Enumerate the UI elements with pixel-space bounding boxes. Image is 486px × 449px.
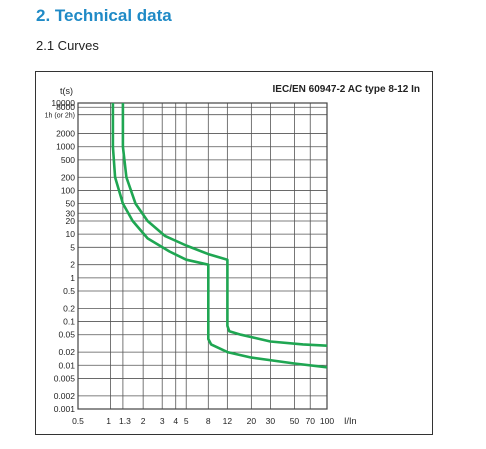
trip-curve-series [111, 103, 328, 369]
y-axis-label: t(s) [60, 86, 73, 96]
y-tick-label: 50 [66, 199, 76, 209]
x-tick-label: 0.5 [72, 416, 84, 426]
section-title: 2. Technical data [36, 6, 172, 25]
y-tick-label: 0.2 [63, 303, 75, 313]
x-tick-label: 3 [160, 416, 165, 426]
y-tick-label: 0.1 [63, 317, 75, 327]
y-tick-label: 1000 [56, 142, 75, 152]
x-tick-label: 4 [173, 416, 178, 426]
chart-frame [35, 71, 433, 435]
x-tick-label: 12 [223, 416, 233, 426]
x-tick-label: 20 [247, 416, 257, 426]
y-tick-label: 20 [66, 216, 76, 226]
y-tick-label: 0.5 [63, 286, 75, 296]
x-tick-label: 5 [184, 416, 189, 426]
y-tick-label: 8000 [56, 102, 75, 112]
x-tick-label: 1 [106, 416, 111, 426]
sub-title: 2.1 Curves [36, 38, 99, 53]
x-tick-label: 70 [306, 416, 316, 426]
y-tick-label: 500 [61, 155, 75, 165]
y-tick-label: 0.005 [54, 373, 76, 383]
y-tick-label: 1 [70, 273, 75, 283]
x-tick-label: 2 [141, 416, 146, 426]
x-tick-label: 30 [266, 416, 276, 426]
curves [111, 103, 328, 369]
y-tick-label: 0.001 [54, 404, 76, 414]
y-tick-label: 10000 [51, 98, 75, 108]
y-tick-label: 100 [61, 185, 75, 195]
y-tick-label: 0.01 [58, 360, 75, 370]
y-tick-label: 0.02 [58, 347, 75, 357]
y-tick-label: 0.05 [58, 330, 75, 340]
y-tick-label: 200 [61, 172, 75, 182]
y-tick-label: 0.002 [54, 391, 76, 401]
trip-curve-series [121, 103, 328, 347]
chart-title: IEC/EN 60947-2 AC type 8-12 In [273, 84, 420, 95]
x-tick-label: 100 [320, 416, 334, 426]
x-tick-label: 8 [206, 416, 211, 426]
x-axis-label: I/In [344, 416, 357, 426]
x-tick-labels: 0.5 1 1.3 2 3 4 5 8 12 20 30 50 70 100 [72, 416, 334, 426]
x-tick-label: 50 [290, 416, 300, 426]
y-tick-label: 10 [66, 229, 76, 239]
y-tick-label: 2000 [56, 129, 75, 139]
plot-border [77, 102, 328, 410]
y-tick-label: 2 [70, 260, 75, 270]
y-tick-label: 1h (or 2h) [45, 113, 75, 120]
y-tick-label: 30 [66, 208, 76, 218]
x-tick-label: 1.3 [119, 416, 131, 426]
y-tick-label: 5 [70, 242, 75, 252]
